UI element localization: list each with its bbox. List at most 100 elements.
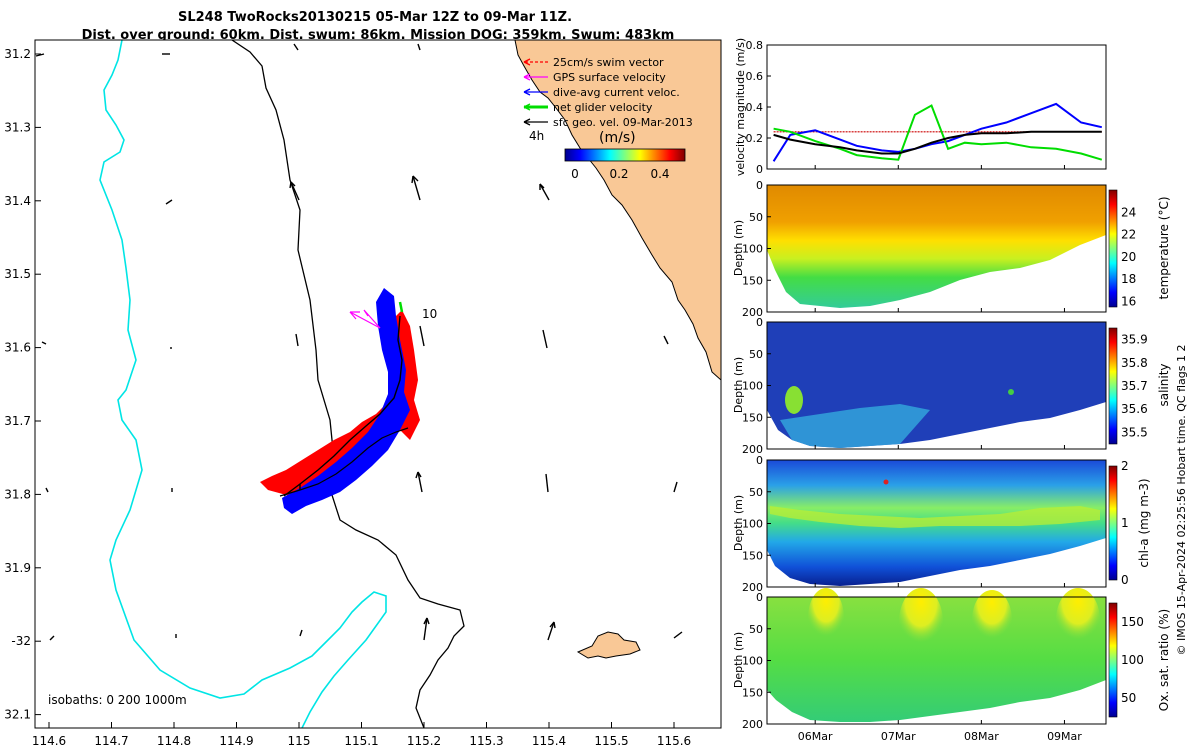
chlorophyll-ylabel: Depth (m) xyxy=(732,495,745,551)
chlorophyll-colorbar xyxy=(1108,465,1118,581)
map-lat-tick-label: -32 xyxy=(11,634,31,648)
glider-current-vectors xyxy=(282,288,410,514)
colorbar-tick-label: 18 xyxy=(1121,272,1136,286)
speed-colorbar-tick: 0 xyxy=(571,167,579,181)
map-lon-tick-label: 115 xyxy=(288,734,311,748)
colorbar-tick-label: 35.6 xyxy=(1121,402,1148,416)
depth-tick-label: 100 xyxy=(742,518,763,531)
isobath-1000m xyxy=(99,40,387,728)
land-rottnest-island xyxy=(576,631,641,659)
depth-tick-label: 150 xyxy=(742,411,763,424)
date-tick-label: 06Mar xyxy=(798,730,833,743)
depth-tick-label: 50 xyxy=(749,486,763,499)
depth-tick-label: 0 xyxy=(756,454,763,467)
legend-arrowhead xyxy=(523,118,531,126)
depth-tick-label: 50 xyxy=(749,348,763,361)
legend-arrowhead xyxy=(523,103,531,111)
colorbar-tick-label: 35.7 xyxy=(1121,379,1148,393)
temperature-section: Depth (m) temperature (°C) xyxy=(732,184,1171,313)
map-lon-tick-label: 114.9 xyxy=(219,734,253,748)
salinity-colorbar-label: salinity xyxy=(1157,363,1171,406)
map-lat-tick-label: 31.5 xyxy=(4,267,31,281)
map-lon-tick-label: 115.5 xyxy=(594,734,628,748)
depth-tick-label: 0 xyxy=(756,591,763,604)
map-lat-tick-label: 32.1 xyxy=(4,708,31,722)
map-panel: 10 31.231.331.431.531.63 xyxy=(4,39,722,748)
temperature-field xyxy=(767,185,1106,308)
colorbar-tick-label: 16 xyxy=(1121,294,1136,308)
chlorophyll-section: Depth (m) chl-a (mg m-3) xyxy=(732,459,1151,588)
depth-tick-label: 50 xyxy=(749,623,763,636)
date-tick-label: 08Mar xyxy=(964,730,999,743)
speed-colorbar-ticks: 0 0.2 0.4 xyxy=(571,167,669,181)
right-axes-ticks: 050100150200161820222405010015020035.535… xyxy=(742,165,1148,743)
map-lon-tick-label: 114.6 xyxy=(32,734,66,748)
legend-arrowhead xyxy=(523,58,531,66)
depth-tick-label: 150 xyxy=(742,274,763,287)
depth-tick-label: 0 xyxy=(756,179,763,192)
map-lat-ticks: 31.2 31.3 31.4 31.5 31.6 31.7 31.8 31.9 -32 32.1 xyxy=(4,47,41,722)
legend-label: 25cm/s swim vector xyxy=(553,56,664,69)
colorbar-tick-label: 50 xyxy=(1121,691,1136,705)
velocity-ytick-label: 0 xyxy=(756,163,763,176)
colorbar-tick-label: 24 xyxy=(1121,205,1136,219)
depth-tick-label: 200 xyxy=(742,306,763,319)
colorbar-tick-label: 0 xyxy=(1121,573,1129,587)
speed-colorbar-tick: 0.4 xyxy=(650,167,669,181)
map-lon-tick-label: 115.3 xyxy=(469,734,503,748)
date-tick-label: 09Mar xyxy=(1047,730,1082,743)
map-lon-tick-label: 115.2 xyxy=(407,734,441,748)
salinity-section: Depth (m) salinity xyxy=(732,321,1171,450)
temperature-colorbar-label: temperature (°C) xyxy=(1157,197,1171,300)
temperature-colorbar xyxy=(1108,189,1118,308)
legend-arrowhead xyxy=(523,73,531,81)
net-velocity-mark xyxy=(398,301,404,313)
chlorophyll-spike xyxy=(883,479,889,485)
oxygen-high-2 xyxy=(899,588,943,656)
map-lon-tick-label: 114.8 xyxy=(157,734,191,748)
salinity-patch-small xyxy=(1008,389,1014,395)
map-lat-tick-label: 31.6 xyxy=(4,341,31,355)
map-lat-tick-label: 31.7 xyxy=(4,414,31,428)
velocity-plot: 0 0.2 0.4 0.6 0.8 velocity magnitude (m/s) xyxy=(734,38,1107,176)
chlorophyll-colorbar-label: chl-a (mg m-3) xyxy=(1137,478,1151,567)
map-lat-tick-label: 31.9 xyxy=(4,561,31,575)
colorbar-tick-label: 35.9 xyxy=(1121,333,1148,347)
depth-tick-label: 50 xyxy=(749,211,763,224)
depth-tick-label: 100 xyxy=(742,380,763,393)
depth-tick-label: 150 xyxy=(742,549,763,562)
footer-credit: © IMOS 15-Apr-2024 02:25:56 Hobart time.… xyxy=(1175,345,1188,656)
track-label-10: 10 xyxy=(422,307,437,321)
salinity-patch xyxy=(785,386,803,414)
map-lat-tick-label: 31.3 xyxy=(4,120,31,134)
colorbar-tick-label: 1 xyxy=(1121,516,1129,530)
depth-tick-label: 0 xyxy=(756,316,763,329)
legend-4h-label: 4h xyxy=(529,129,544,143)
depth-tick-label: 200 xyxy=(742,718,763,731)
depth-tick-label: 150 xyxy=(742,686,763,699)
map-legend: 25cm/s swim vector GPS surface velocity di… xyxy=(523,56,693,129)
velocity-ytick-label: 0.6 xyxy=(746,70,764,83)
map-lat-tick-label: 31.2 xyxy=(4,47,31,61)
oxygen-colorbar-label: Ox. sat. ratio (%) xyxy=(1157,609,1171,711)
legend-arrowhead xyxy=(523,88,531,96)
oxygen-high-1 xyxy=(808,588,844,648)
title-line-2: Dist. over ground: 60km. Dist. swum: 86k… xyxy=(82,28,675,43)
oxygen-field xyxy=(767,597,1106,722)
land-mainland xyxy=(514,40,721,381)
speed-colorbar xyxy=(564,148,686,162)
legend-label: net glider velocity xyxy=(553,101,653,114)
velocity-series-line xyxy=(773,130,1102,155)
salinity-colorbar xyxy=(1108,327,1118,445)
speed-colorbar-tick: 0.2 xyxy=(609,167,628,181)
oxygen-high-4 xyxy=(1056,588,1100,652)
legend-label: sfc geo. vel. 09-Mar-2013 xyxy=(553,116,693,129)
colorbar-tick-label: 35.8 xyxy=(1121,356,1148,370)
glider-track-lower xyxy=(279,427,409,497)
depth-tick-label: 100 xyxy=(742,243,763,256)
velocity-ylabel: velocity magnitude (m/s) xyxy=(734,38,747,176)
map-lon-tick-label: 115.6 xyxy=(657,734,691,748)
colorbar-tick-label: 100 xyxy=(1121,653,1144,667)
isobath-200m xyxy=(231,40,465,728)
